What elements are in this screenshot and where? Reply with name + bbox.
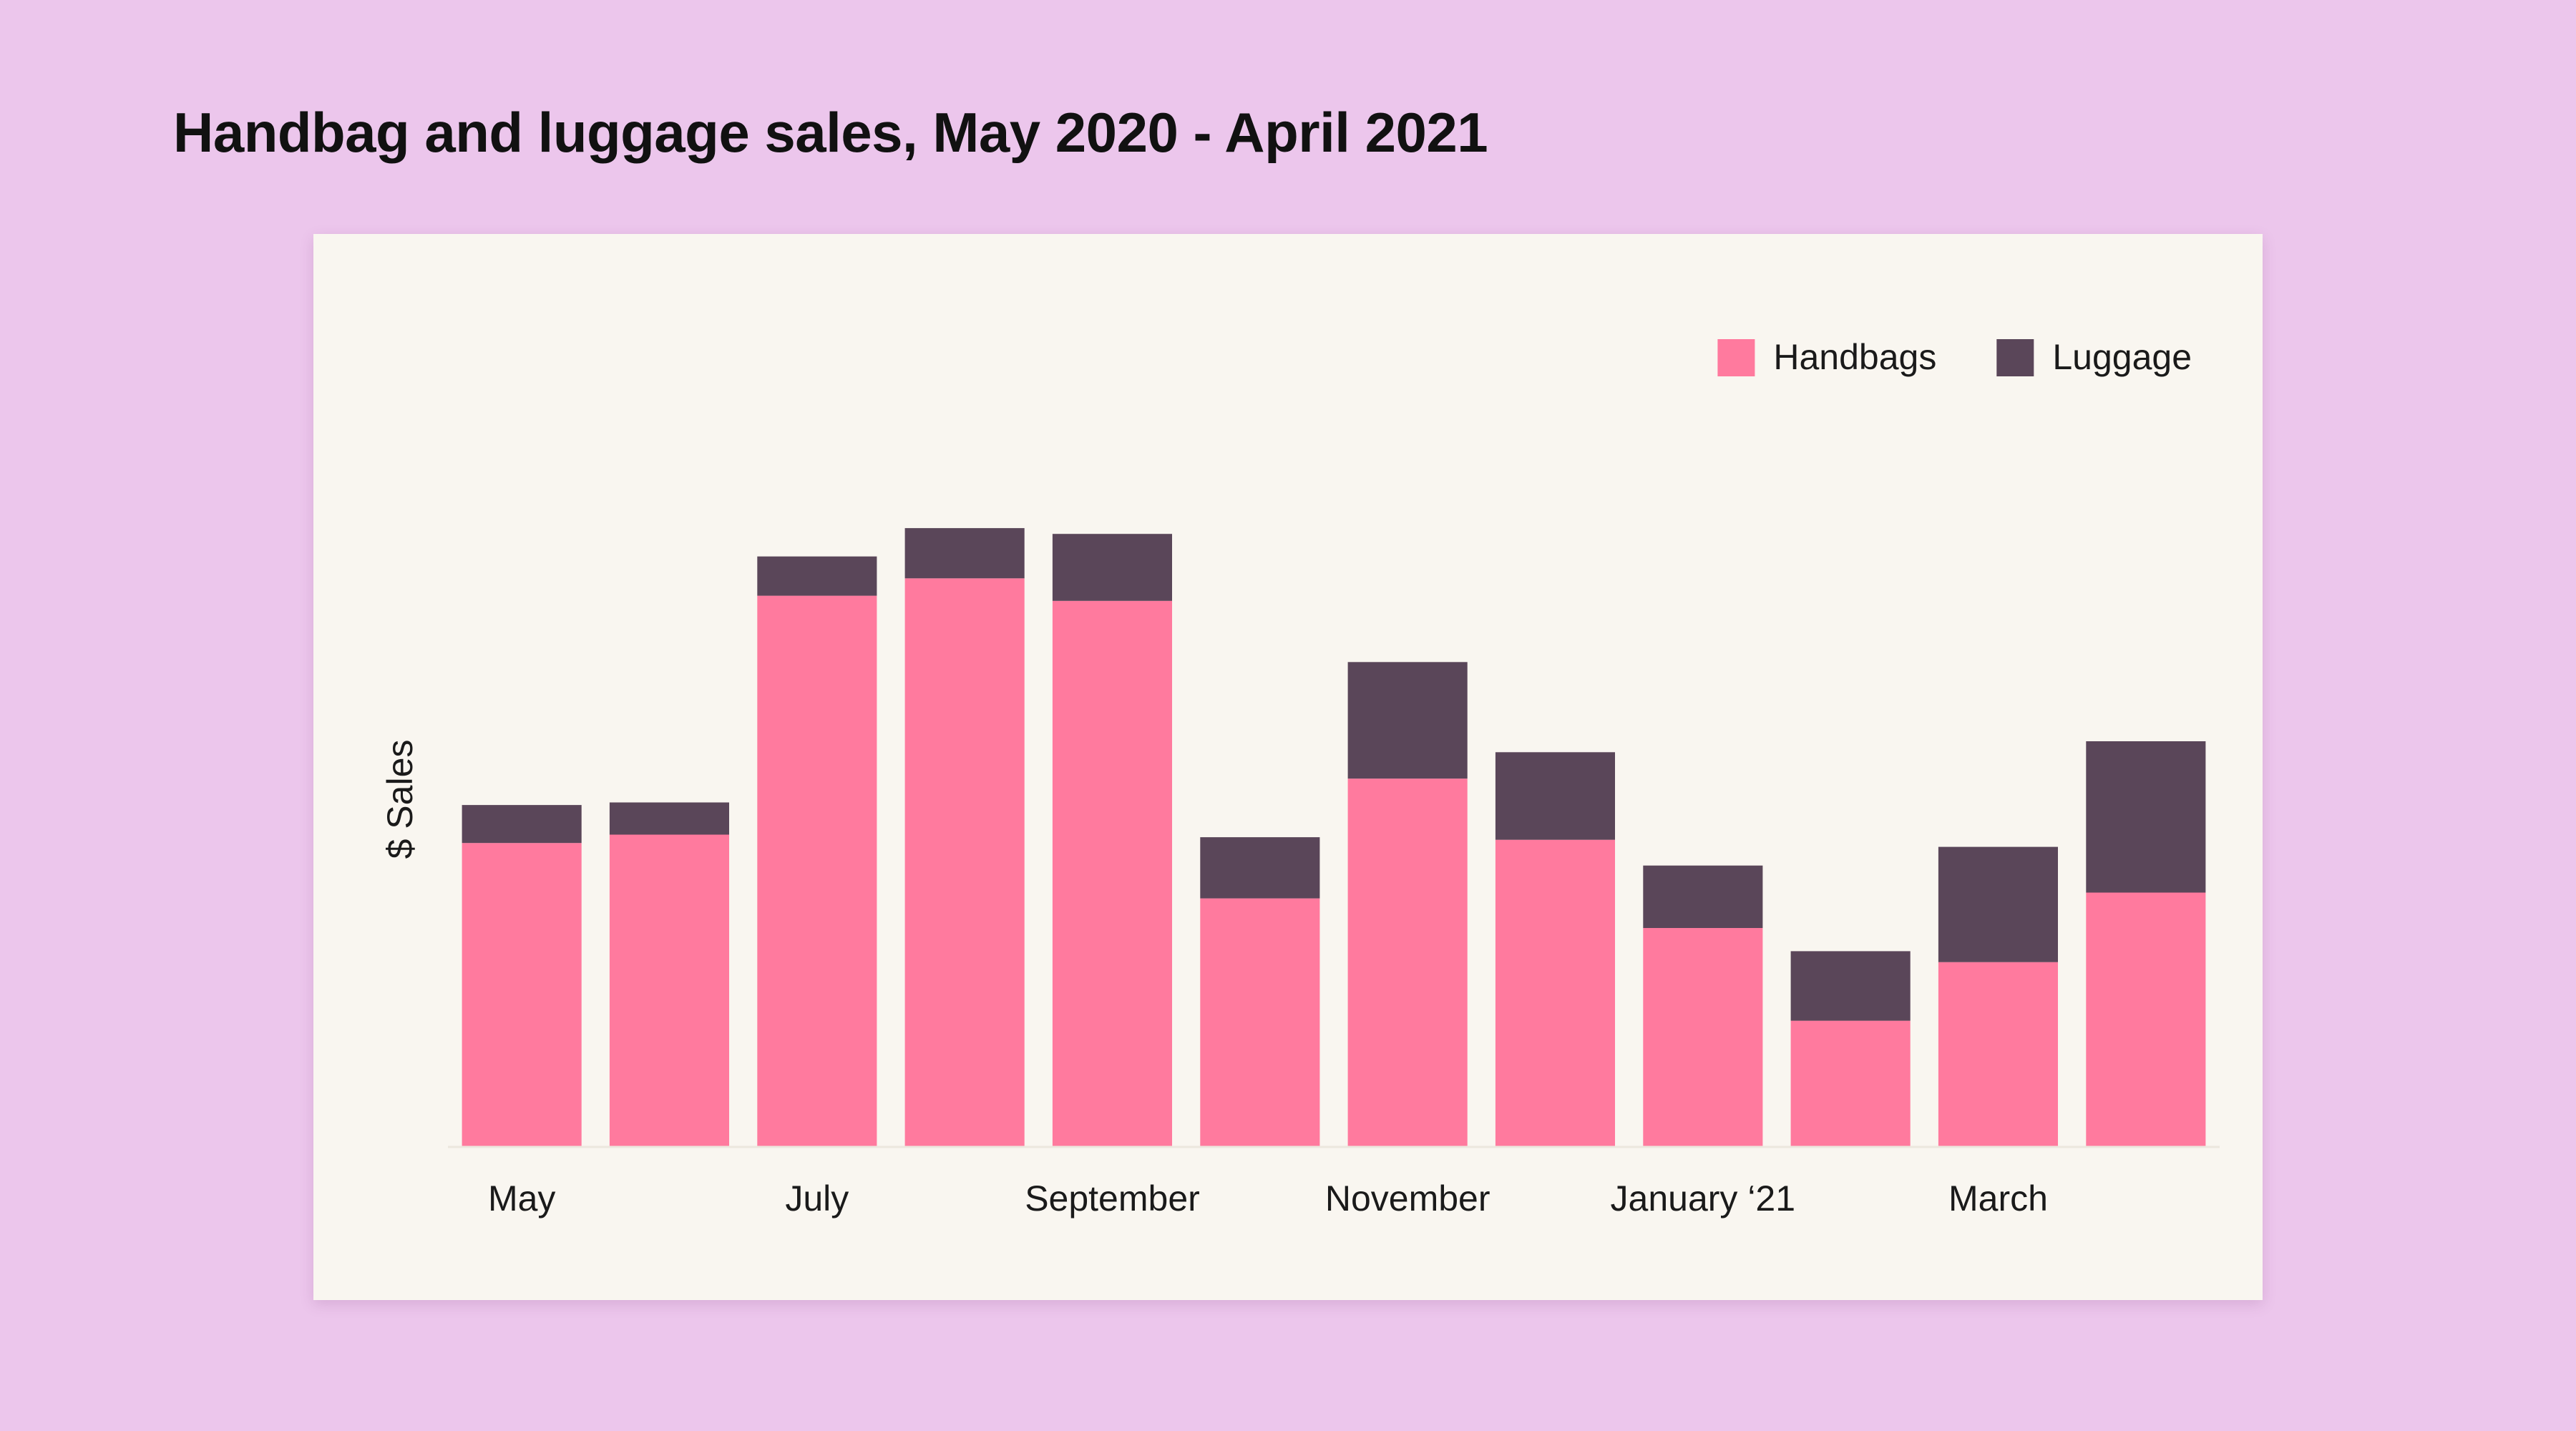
bar-luggage-1: [462, 805, 582, 844]
bar-handbags-5: [1052, 600, 1172, 1147]
bar-luggage-3: [757, 556, 877, 596]
bar-luggage-8: [1495, 752, 1615, 840]
x-tick-label: November: [1325, 1178, 1491, 1218]
x-tick-labels: May July September November January ‘21 March: [488, 1178, 2048, 1218]
bar-handbags-7: [1347, 778, 1468, 1147]
bar-luggage-9: [1643, 865, 1763, 928]
x-tick-label: March: [1948, 1178, 2048, 1218]
bar-handbags-9: [1643, 928, 1763, 1147]
legend-label-handbags: Handbags: [1773, 337, 1936, 377]
bar-handbags-1: [462, 843, 582, 1147]
bar-handbags-11: [1938, 962, 2058, 1147]
bar-handbags-3: [757, 595, 877, 1147]
x-tick-label: September: [1025, 1178, 1200, 1218]
chart-title: Handbag and luggage sales, May 2020 - Ap…: [173, 101, 1488, 164]
bars-layer: [462, 528, 2206, 1147]
bar-handbags-10: [1790, 1020, 1911, 1147]
x-tick-label: July: [785, 1178, 849, 1218]
y-axis-label: $ Sales: [380, 740, 420, 859]
bar-luggage-7: [1347, 662, 1468, 779]
bar-handbags-12: [2086, 892, 2206, 1147]
bar-handbags-2: [609, 834, 729, 1147]
legend: Luggage Handbags: [1717, 337, 2192, 377]
bar-luggage-4: [904, 528, 1025, 579]
chart-card: May July September November January ‘21 March…: [313, 234, 2263, 1300]
bar-handbags-4: [904, 578, 1025, 1147]
bar-handbags-6: [1200, 898, 1320, 1147]
bar-luggage-5: [1052, 534, 1172, 601]
bar-luggage-6: [1200, 837, 1320, 899]
bar-handbags-8: [1495, 839, 1615, 1147]
bar-luggage-11: [1938, 846, 2058, 962]
bar-luggage-2: [609, 802, 729, 835]
legend-swatch-luggage: [1996, 339, 2034, 376]
legend-swatch-handbags: [1717, 339, 1755, 376]
x-tick-label: January ‘21: [1611, 1178, 1796, 1218]
legend-label-luggage: Luggage: [2052, 337, 2192, 377]
bar-luggage-10: [1790, 951, 1911, 1021]
stacked-bar-chart: May July September November January ‘21 March…: [380, 337, 2220, 1218]
x-tick-label: May: [488, 1178, 555, 1218]
bar-luggage-12: [2086, 741, 2206, 893]
